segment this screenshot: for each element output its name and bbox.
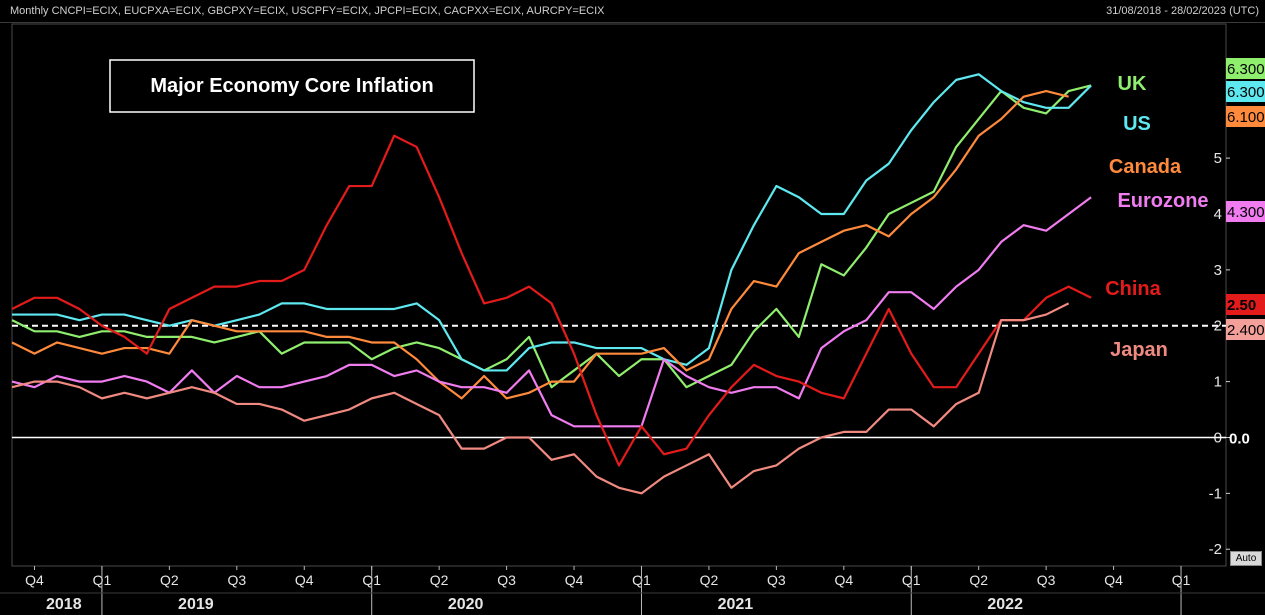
series-line-china bbox=[11, 134, 1092, 467]
chart-header: Monthly CNCPI=ECIX, EUCPXA=ECIX, GBCPXY=… bbox=[0, 0, 1265, 23]
zero-label: 0.0 bbox=[1229, 430, 1250, 447]
series-line-japan bbox=[11, 302, 1070, 495]
y-tick-label: 1 bbox=[1214, 374, 1222, 391]
value-badge bbox=[1226, 294, 1265, 315]
value-badge bbox=[1226, 106, 1265, 127]
quarter-label: Q2 bbox=[700, 572, 719, 588]
value-badge-label: 6.300 bbox=[1227, 61, 1265, 78]
value-badge bbox=[1226, 81, 1265, 102]
series-line-eurozone bbox=[11, 196, 1092, 428]
title-box bbox=[109, 59, 475, 113]
year-label: 2021 bbox=[718, 596, 754, 613]
series-name-canada: Canada bbox=[1109, 156, 1182, 178]
year-label: 2022 bbox=[987, 596, 1023, 613]
quarter-label: Q4 bbox=[295, 572, 314, 588]
value-badge bbox=[1226, 319, 1265, 340]
quarter-label: Q4 bbox=[1104, 572, 1123, 588]
year-label: 2018 bbox=[46, 596, 82, 613]
series-name-uk: UK bbox=[1118, 73, 1147, 95]
y-tick-label: 3 bbox=[1214, 262, 1222, 279]
series-line-canada bbox=[11, 89, 1069, 400]
value-badge-label: 4.300 bbox=[1227, 204, 1265, 221]
y-tick-label: 4 bbox=[1214, 206, 1222, 223]
ticker-list: Monthly CNCPI=ECIX, EUCPXA=ECIX, GBCPXY=… bbox=[10, 5, 605, 17]
auto-scale-button[interactable]: Auto bbox=[1230, 551, 1262, 566]
quarter-label: Q4 bbox=[834, 572, 853, 588]
chart-title: Major Economy Core Inflation bbox=[150, 75, 433, 97]
quarter-label: Q2 bbox=[969, 572, 988, 588]
y-tick-label: -1 bbox=[1209, 485, 1222, 502]
series-line-uk bbox=[11, 84, 1092, 389]
value-badge bbox=[1226, 201, 1265, 222]
year-label: 2020 bbox=[448, 596, 484, 613]
value-badge bbox=[1226, 58, 1265, 79]
quarter-label: Q3 bbox=[497, 572, 516, 588]
quarter-label: Q3 bbox=[227, 572, 246, 588]
value-badge-label: 2.400 bbox=[1227, 322, 1265, 339]
quarter-label: Q4 bbox=[565, 572, 584, 588]
date-range[interactable]: 31/08/2018 - 28/02/2023 (UTC) bbox=[1106, 5, 1259, 17]
y-tick-label: -2 bbox=[1209, 541, 1222, 558]
quarter-label: Q2 bbox=[430, 572, 449, 588]
series-name-us: US bbox=[1123, 113, 1151, 135]
value-badge-label: 6.300 bbox=[1227, 84, 1265, 101]
value-badge-label: 2.50 bbox=[1227, 297, 1256, 314]
y-tick-label: 5 bbox=[1214, 150, 1222, 167]
quarter-label: Q2 bbox=[160, 572, 179, 588]
quarter-label: Q3 bbox=[1037, 572, 1056, 588]
value-badge-label: 6.100 bbox=[1227, 109, 1265, 126]
year-label: 2019 bbox=[178, 596, 214, 613]
quarter-label: Q4 bbox=[25, 572, 44, 588]
quarter-label: Q3 bbox=[767, 572, 786, 588]
series-name-japan: Japan bbox=[1110, 339, 1168, 361]
series-name-eurozone: Eurozone bbox=[1117, 190, 1208, 212]
series-name-china: China bbox=[1105, 278, 1161, 300]
